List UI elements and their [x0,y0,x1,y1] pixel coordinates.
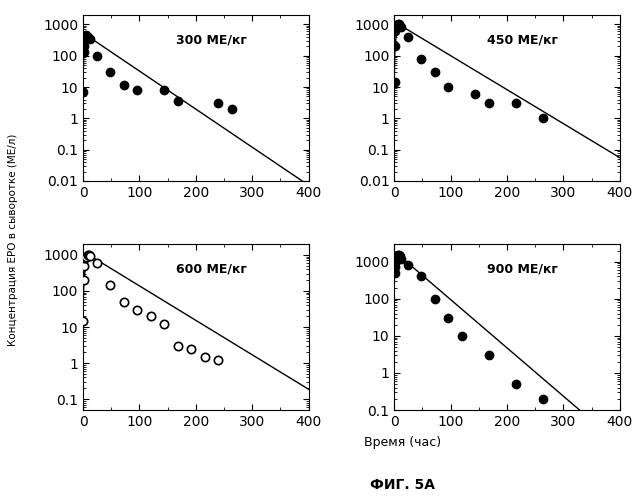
Text: ФИГ. 5А: ФИГ. 5А [370,478,435,492]
Text: 300 МЕ/кг: 300 МЕ/кг [176,34,247,46]
Text: 600 МЕ/кг: 600 МЕ/кг [176,262,247,276]
Text: Время (час): Время (час) [364,436,441,449]
Text: 900 МЕ/кг: 900 МЕ/кг [488,262,558,276]
Text: Концентрация ЕРО в сыворотке (МЕ/л): Концентрация ЕРО в сыворотке (МЕ/л) [8,134,18,346]
Text: 450 МЕ/кг: 450 МЕ/кг [488,34,558,46]
